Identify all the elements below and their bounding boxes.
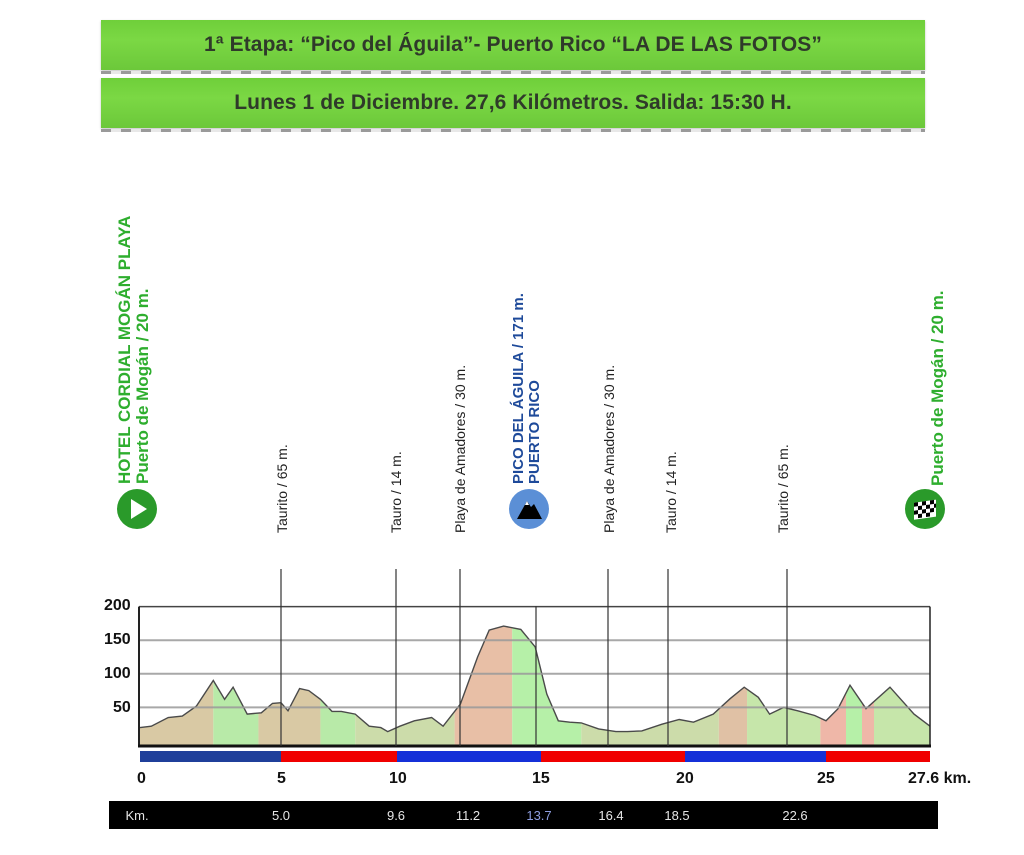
x-tick-end: 27.6 km. (908, 770, 972, 787)
x-tick-25: 25 (817, 770, 835, 787)
x-tick-15: 15 (532, 770, 550, 787)
gradient-bar (140, 751, 930, 762)
km-bar: Km. 5.0 9.6 11.2 13.7 16.4 18.5 22.6 (109, 801, 938, 829)
y-tick-150: 150 (104, 631, 131, 648)
y-tick-50: 50 (113, 699, 131, 716)
mountain-icon (509, 489, 549, 529)
stage-title: 1ª Etapa: “Pico del Águila”- Puerto Rico… (204, 33, 822, 56)
chart-grid (138, 605, 931, 748)
stage-title-banner: 1ª Etapa: “Pico del Águila”- Puerto Rico… (101, 20, 925, 74)
km-value: 22.6 (782, 808, 808, 823)
x-tick-10: 10 (389, 770, 407, 787)
km-value: 11.2 (455, 808, 481, 823)
stage-subtitle: Lunes 1 de Diciembre. 27,6 Kilómetros. S… (234, 91, 792, 114)
play-icon (117, 489, 157, 529)
y-tick-200: 200 (104, 597, 131, 614)
km-bar-label: Km. (125, 808, 149, 823)
x-tick-0: 0 (137, 770, 146, 787)
gradient-fill-zones (140, 626, 930, 746)
km-value: 5.0 (271, 808, 291, 823)
km-value: 16.4 (598, 808, 624, 823)
waypoint-lines (280, 569, 788, 746)
km-value-summit: 13.7 (526, 808, 552, 823)
x-tick-5: 5 (277, 770, 286, 787)
km-value: 18.5 (664, 808, 690, 823)
x-tick-20: 20 (676, 770, 694, 787)
checkered-flag-icon (905, 489, 945, 529)
km-value: 9.6 (386, 808, 406, 823)
y-tick-100: 100 (104, 665, 131, 682)
stage-subtitle-banner: Lunes 1 de Diciembre. 27,6 Kilómetros. S… (101, 78, 925, 132)
